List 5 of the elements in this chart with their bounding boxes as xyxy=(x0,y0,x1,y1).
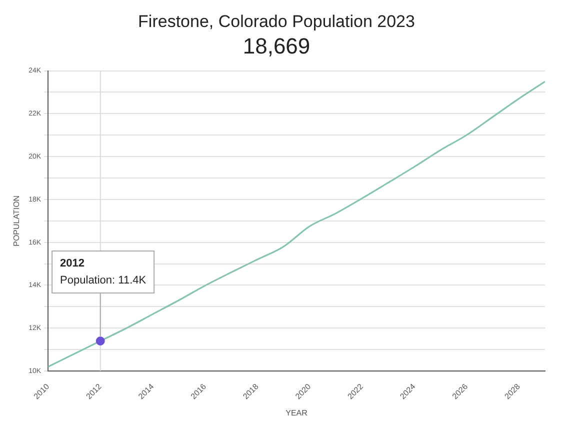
annotation: 2012 Population: 11.4K xyxy=(60,258,147,287)
x-axis-title: YEAR xyxy=(286,408,308,418)
chart-title: Firestone, Colorado Population 2023 xyxy=(138,12,415,31)
y-axis-title: POPULATION xyxy=(12,195,22,246)
chart-subtitle: 18,669 xyxy=(242,34,310,59)
